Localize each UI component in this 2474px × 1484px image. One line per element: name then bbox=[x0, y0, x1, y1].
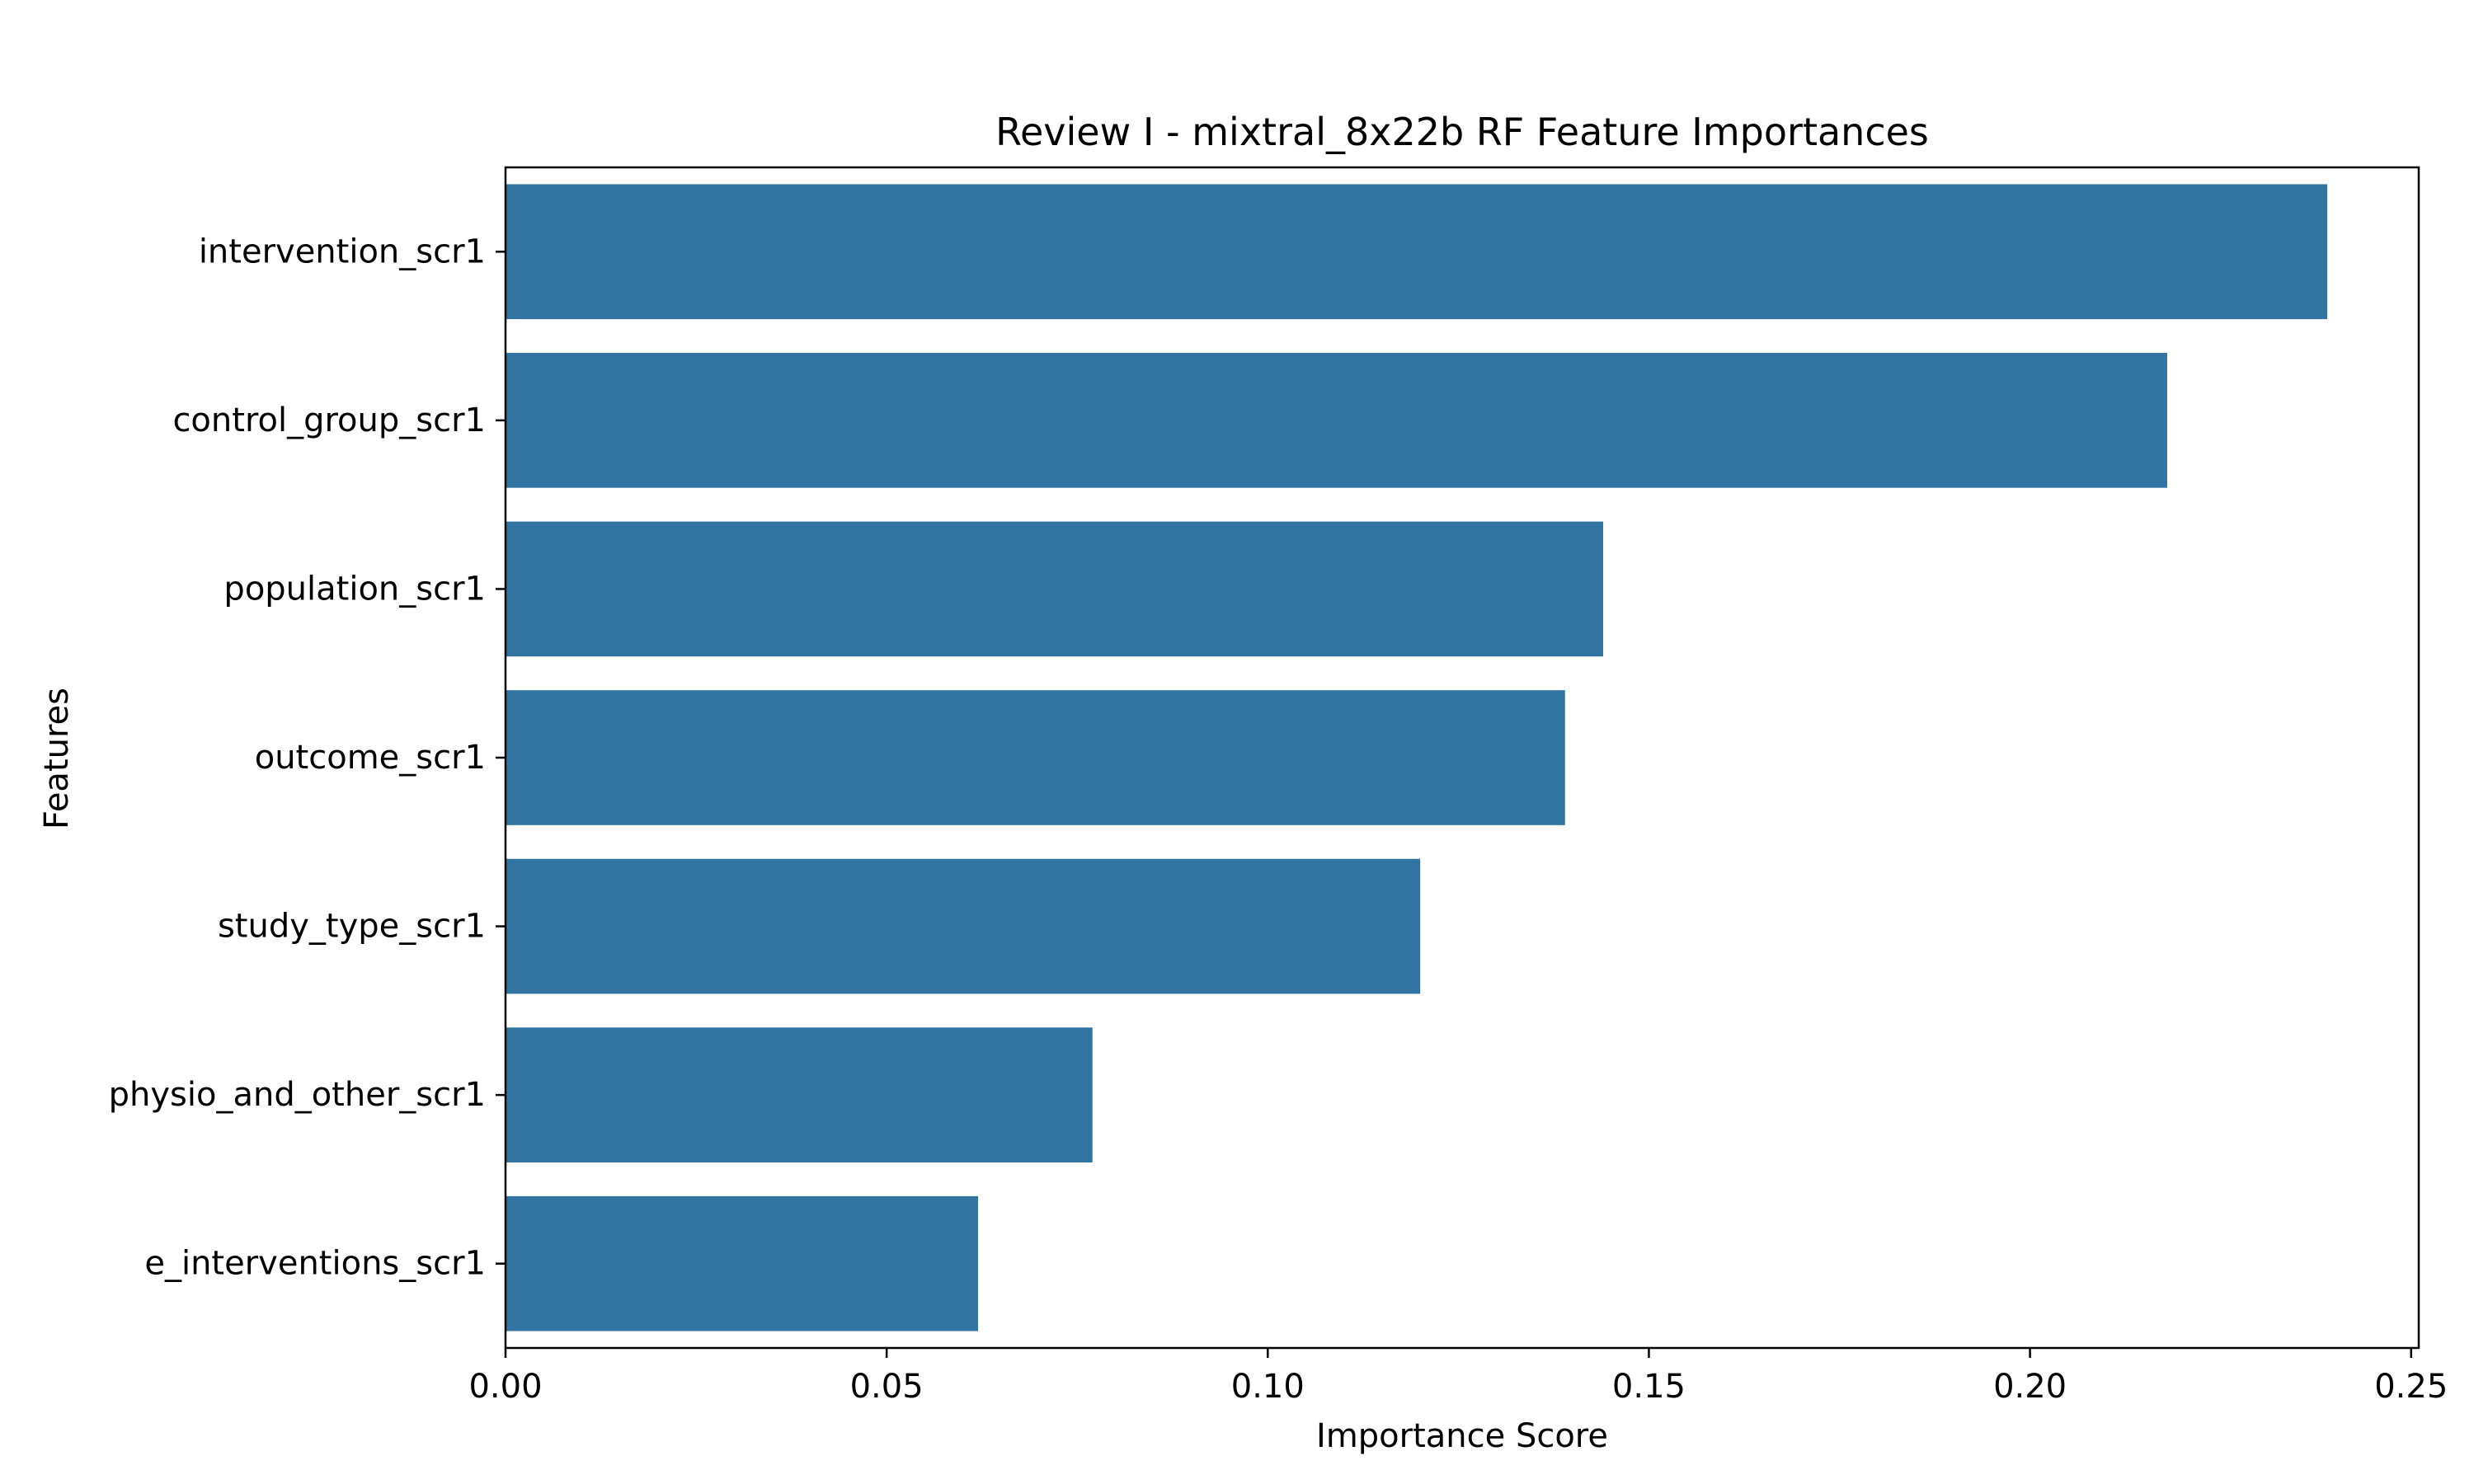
y-tick-label: outcome_scr1 bbox=[255, 739, 486, 777]
x-tick-label: 0.15 bbox=[1612, 1368, 1686, 1406]
bar-control_group_scr1 bbox=[506, 353, 2167, 488]
bar-population_scr1 bbox=[506, 521, 1603, 657]
y-tick-label: intervention_scr1 bbox=[199, 232, 486, 270]
x-tick-label: 0.20 bbox=[1993, 1368, 2067, 1406]
bar-intervention_scr1 bbox=[506, 184, 2328, 320]
x-axis-ticks: 0.00 0.05 0.10 0.15 0.20 0.25 bbox=[468, 1348, 2448, 1406]
y-tick-label: study_type_scr1 bbox=[218, 908, 486, 946]
chart-title: Review I - mixtral_8x22b RF Feature Impo… bbox=[995, 110, 1929, 154]
bar-study_type_scr1 bbox=[506, 858, 1421, 994]
y-tick-label: population_scr1 bbox=[223, 570, 486, 608]
x-tick-label: 0.25 bbox=[2374, 1368, 2448, 1406]
x-tick-label: 0.05 bbox=[850, 1368, 924, 1406]
x-axis-label: Importance Score bbox=[1316, 1417, 1608, 1455]
x-tick-label: 0.10 bbox=[1231, 1368, 1305, 1406]
bar-outcome_scr1 bbox=[506, 690, 1565, 825]
x-tick-label: 0.00 bbox=[468, 1368, 542, 1406]
y-axis-ticks: intervention_scr1 control_group_scr1popul… bbox=[109, 232, 506, 1283]
y-axis-label: Features bbox=[38, 688, 76, 829]
plot-frame bbox=[504, 166, 2420, 1350]
bar-e_interventions_scr1 bbox=[506, 1195, 979, 1331]
y-tick-label: control_group_scr1 bbox=[172, 402, 486, 439]
bar-physio_and_other_scr1 bbox=[506, 1027, 1093, 1162]
bars-group bbox=[506, 184, 2328, 1331]
y-tick-label: e_interventions_scr1 bbox=[144, 1245, 486, 1283]
y-tick-label: physio_and_other_scr1 bbox=[109, 1076, 486, 1114]
